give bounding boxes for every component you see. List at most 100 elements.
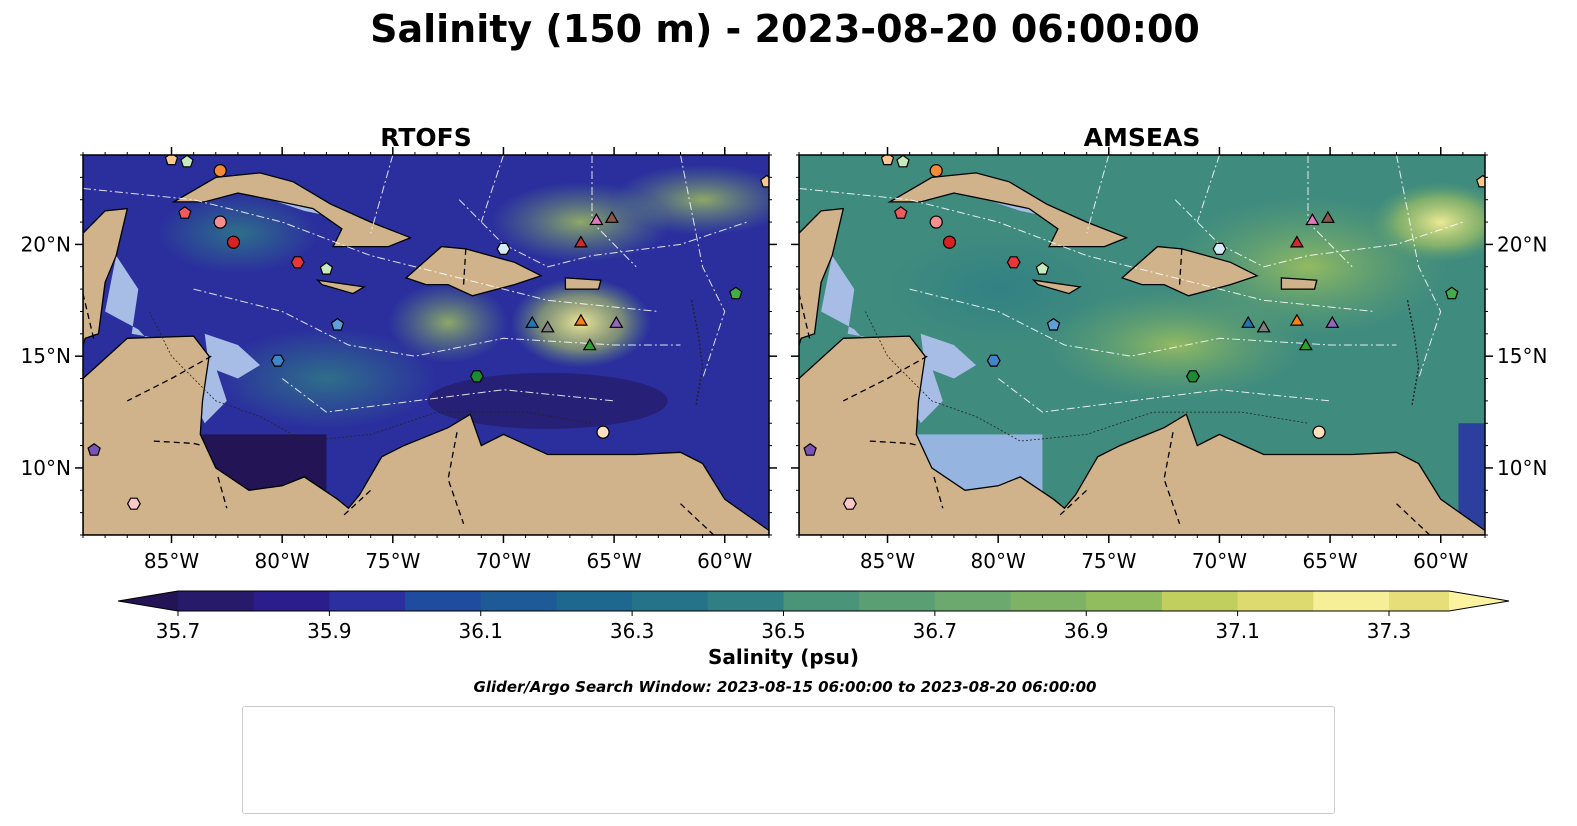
obs-marker-4901719: [330, 317, 345, 331]
country-border: [869, 440, 919, 447]
obs-marker-4903563: [929, 215, 943, 229]
lat-tick-label: 10°N: [1497, 456, 1547, 480]
obs-marker-3901859: [986, 354, 1001, 367]
obs-marker-SG664-20230719T1323: [1241, 315, 1256, 328]
country-border: [843, 355, 928, 402]
country-border: [1178, 248, 1183, 285]
colorbar-segment: [783, 591, 860, 611]
lon-tick-label: 75°W: [1081, 549, 1136, 573]
colorbar-tick-label: 36.3: [610, 619, 655, 643]
lon-tick-label: 85°W: [860, 549, 915, 573]
rtofs-map-panel: 85°W 80°W 75°W 70°W 65°W 60°W 20°N 15°N 10°N RTOF…: [21, 123, 777, 573]
obs-marker-SG666-20230711T1331: [1298, 338, 1313, 351]
colorbar-segment: [329, 591, 406, 611]
shelf-area: [920, 333, 976, 379]
country-border: [933, 476, 944, 509]
map-field: [83, 155, 769, 535]
obs-marker-4903349: [596, 425, 610, 439]
obs-marker-4903352: [729, 286, 743, 300]
land-mass: [1031, 279, 1082, 295]
obs-marker-4903558: [1035, 261, 1050, 275]
lon-tick-label: 80°W: [971, 549, 1026, 573]
obs-marker-SG666-20230711T1331: [582, 338, 597, 351]
eez-boundary: [1174, 199, 1464, 268]
eez-boundary: [909, 288, 1397, 357]
obs-marker-4903051: [1212, 242, 1227, 255]
colorbar-tick-label: 35.9: [307, 619, 352, 643]
colorbar-tick-label: 36.5: [761, 619, 806, 643]
obs-marker-4903051: [496, 242, 511, 255]
obs-marker-4903559: [942, 235, 957, 249]
country-border: [447, 432, 465, 525]
country-border: [1396, 503, 1431, 535]
colorbar-segment: [405, 591, 482, 611]
obs-marker-ng289-20230712T0000: [589, 213, 604, 226]
obs-marker-ng289-20230712T0000: [1305, 213, 1320, 226]
obs-marker-4903350: [1185, 370, 1200, 383]
country-border: [1059, 489, 1088, 516]
lat-tick-label: 15°N: [1497, 344, 1547, 368]
shelf-area: [204, 333, 260, 379]
amseas-map-panel: 85°W 80°W 75°W 70°W 65°W 60°W 20°N 15°N 10°N AMSE…: [791, 123, 1547, 573]
country-border: [127, 355, 212, 402]
obs-marker-4903558: [896, 155, 910, 168]
eez-boundary: [680, 155, 726, 379]
eddy-field: [1370, 182, 1485, 263]
colorbar-segment: [1086, 591, 1163, 611]
eddy-field: [216, 328, 437, 429]
colorbar-segment: [178, 591, 255, 611]
obs-marker-ng280-20230712T0000: [604, 210, 619, 223]
panel-title: RTOFS: [380, 123, 472, 152]
obs-marker-4903558: [180, 155, 194, 168]
obs-marker-4903562: [178, 206, 192, 219]
obs-marker-ng280-20230712T0000: [1320, 210, 1335, 223]
land-mass: [1120, 245, 1259, 297]
lat-tick-label: 20°N: [1497, 232, 1547, 256]
land-mass: [83, 335, 769, 535]
obs-marker-SG665-20230711T1314: [1289, 313, 1304, 326]
obs-marker-4903345: [164, 155, 179, 166]
lon-tick-label: 80°W: [255, 549, 310, 573]
obs-marker-4901719: [1046, 317, 1061, 331]
obs-marker-5906478: [842, 497, 857, 510]
colorbar-segment: [859, 591, 936, 611]
eddy-field: [888, 234, 1109, 345]
eez-boundary: [370, 155, 394, 234]
obs-marker-5906480: [803, 443, 817, 456]
eddy-field: [612, 164, 769, 235]
colorbar-extend-low: [118, 591, 178, 611]
colorbar-segment: [253, 591, 330, 611]
country-border: [1163, 432, 1181, 525]
land-mass: [564, 277, 602, 290]
colorbar-tick-label: 36.1: [458, 619, 503, 643]
country-border: [799, 293, 811, 341]
country-border: [83, 293, 95, 341]
obs-marker-3901859: [270, 354, 285, 367]
colorbar-segment: [632, 591, 709, 611]
land-mass: [171, 172, 413, 248]
panel-title: AMSEAS: [1084, 123, 1201, 152]
obs-marker-4903349: [1312, 425, 1326, 439]
lon-tick-label: 75°W: [365, 549, 420, 573]
obs-marker-ng427-20230711T0000: [1256, 320, 1271, 333]
obs-marker-4903345: [880, 155, 895, 166]
lon-tick-label: 60°W: [697, 549, 752, 573]
obs-marker-5906480: [87, 443, 101, 456]
country-border: [343, 489, 372, 516]
obs-marker-SG684-20230711T1347: [609, 315, 624, 328]
lat-tick-label: 10°N: [21, 456, 71, 480]
obs-marker-SG683-20230713T1239: [1289, 235, 1304, 248]
land-mass: [404, 245, 543, 297]
lon-tick-label: 65°W: [586, 549, 641, 573]
colorbar-segment: [556, 591, 633, 611]
obs-marker-SG683-20230713T1239: [573, 235, 588, 248]
lon-tick-label: 60°W: [1413, 549, 1468, 573]
obs-marker-5906478: [126, 497, 141, 510]
country-border: [680, 503, 715, 535]
lon-tick-label: 70°W: [476, 549, 531, 573]
obs-marker-4903563: [213, 215, 227, 229]
lon-tick-label: 85°W: [144, 549, 199, 573]
colorbar-frame: [117, 590, 1510, 612]
land-mass: [1280, 277, 1318, 290]
